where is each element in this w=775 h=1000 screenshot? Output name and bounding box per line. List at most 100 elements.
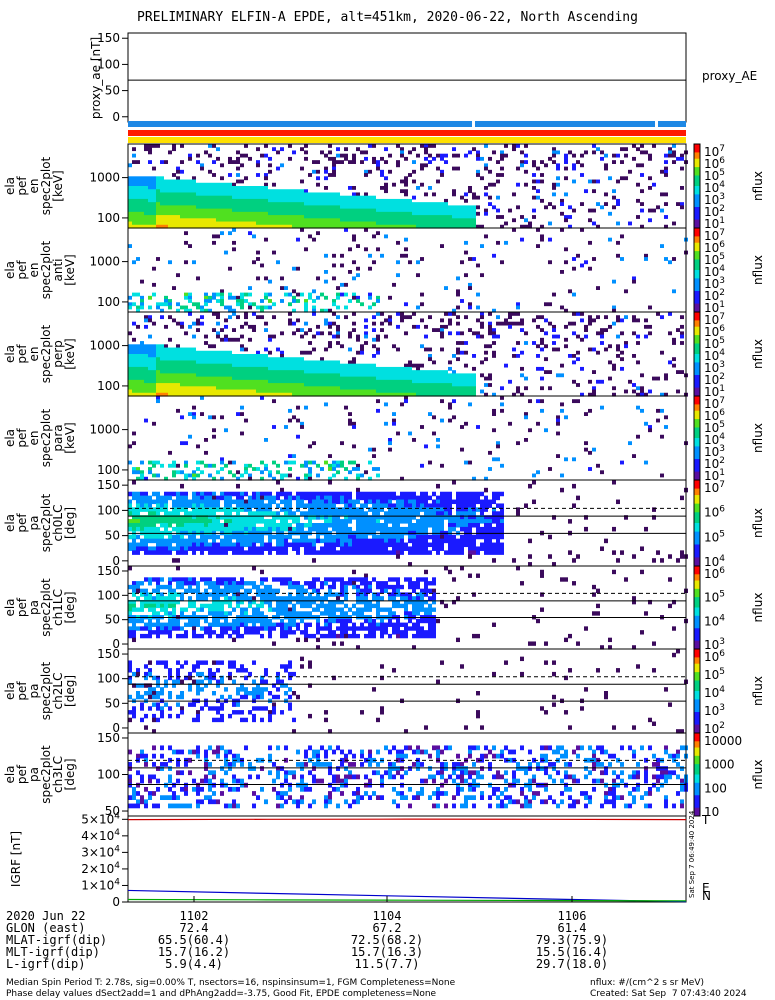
spec-cell [544,302,548,307]
spec-cell [204,511,208,516]
spec-cell [180,366,184,371]
spec-cell [536,470,540,475]
spec-cell [340,392,344,397]
spec-cell [240,215,244,219]
spec-cell [416,526,420,532]
spec-cell [140,211,144,216]
spec-cell [288,156,292,161]
spec-cell [184,370,188,374]
spec-cell [468,402,472,407]
spec-cell [384,491,388,497]
spec-cell [320,379,324,384]
spec-cell [208,392,212,397]
spec-cell [364,247,368,252]
spec-cell [324,542,328,548]
spec-cell [304,460,308,465]
spec-cell [448,373,452,378]
spec-cell [368,491,372,497]
spec-cell [168,463,172,468]
spec-cell [324,389,328,394]
spec-cell [560,211,564,216]
spec-cell [212,328,216,332]
spec-cell [128,546,132,551]
spec-cell [184,224,188,229]
spec-cell [296,503,300,508]
spec-cell [344,542,348,548]
colorbar-cell [694,391,700,395]
spec-cell [188,244,192,248]
colorbar-cell [694,154,700,158]
spec-cell [340,221,344,226]
spec-cell [196,392,200,397]
spec-cell [476,224,480,229]
spec-cell [264,295,268,300]
spec-cell [244,379,248,384]
spec-cell [268,218,272,223]
spec-cell [616,354,620,358]
spec-cell [492,412,496,416]
colorbar-cell [694,272,700,275]
spec-cell [332,515,336,520]
spec-cell [384,221,388,226]
spec-cell [292,373,296,378]
spec-cell [312,546,316,551]
spec-cell [180,503,184,508]
spec-cell [196,386,200,391]
spec-cell [200,373,204,378]
spec-cell [288,205,292,210]
spec-cell [240,208,244,213]
colorbar-cell [694,255,700,258]
spec-cell [236,483,240,489]
spec-cell [204,341,208,345]
spec-cell [224,499,228,505]
spec-cell [260,503,264,508]
spec-cell [184,208,188,213]
spec-cell [488,376,492,381]
spec-cell [612,160,616,164]
spec-cell [404,189,408,194]
spec-cell [416,376,420,381]
spec-cell [172,354,176,358]
spec-cell [636,360,640,365]
spec-cell [516,341,520,345]
spec-cell [348,270,352,274]
spec-cell [212,386,216,391]
spec-cell [188,224,192,229]
spec-cell [464,215,468,219]
spec-cell [188,379,192,384]
ylabel-line: pef [15,260,29,280]
spec-cell [452,370,456,374]
spec-cell [492,253,496,258]
spec-cell [344,208,348,213]
spec-cell [392,550,396,555]
spec-cell [408,366,412,371]
spec-cell [204,182,208,187]
spec-cell [504,153,508,158]
spec-cell [224,192,228,197]
spec-cell [612,392,616,397]
spec-cell [300,392,304,397]
spec-cell [232,357,236,362]
spec-cell [252,370,256,374]
spec-cell [304,221,308,226]
spec-cell [296,434,300,439]
spec-cell [284,499,288,505]
spec-cell [276,511,280,516]
spec-cell [352,276,356,281]
spec-cell [472,383,476,387]
spec-cell [464,208,468,213]
spec-cell [128,389,132,394]
spec-cell [248,376,252,381]
spec-cell [300,503,304,508]
spec-cell [228,221,232,226]
spec-cell [372,321,376,326]
spec-cell [536,315,540,320]
spec-cell [292,189,296,194]
spec-cell [580,173,584,177]
spec-cell [392,523,396,528]
spec-cell [500,402,504,407]
spec-cell [184,182,188,187]
spec-cell [320,221,324,226]
spec-cell [380,499,384,505]
spec-cell [224,334,228,339]
